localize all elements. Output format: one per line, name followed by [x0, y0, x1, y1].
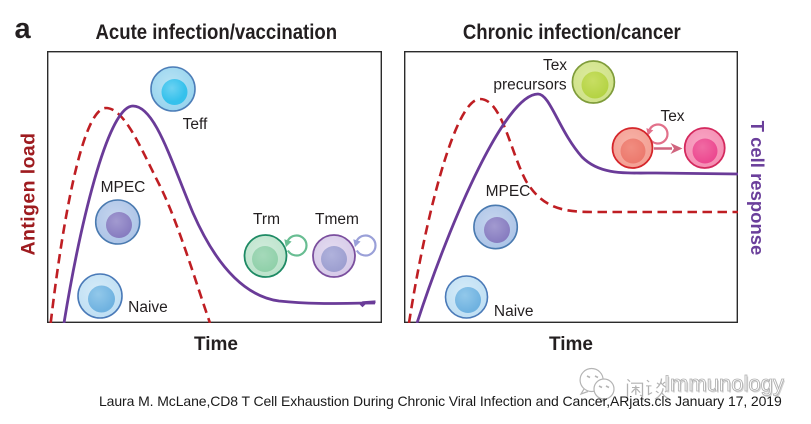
svg-text:Naive: Naive: [494, 303, 534, 320]
svg-text:Tmem: Tmem: [315, 211, 359, 228]
svg-text:Tex: Tex: [543, 57, 567, 74]
svg-text:Trm: Trm: [253, 211, 280, 228]
svg-text:precursors: precursors: [493, 77, 566, 94]
svg-text:Naive: Naive: [128, 299, 168, 316]
svg-text:MPEC: MPEC: [486, 183, 531, 200]
svg-text:MPEC: MPEC: [101, 179, 146, 196]
svg-text:Tex: Tex: [660, 108, 684, 125]
svg-text:Teff: Teff: [183, 116, 208, 133]
